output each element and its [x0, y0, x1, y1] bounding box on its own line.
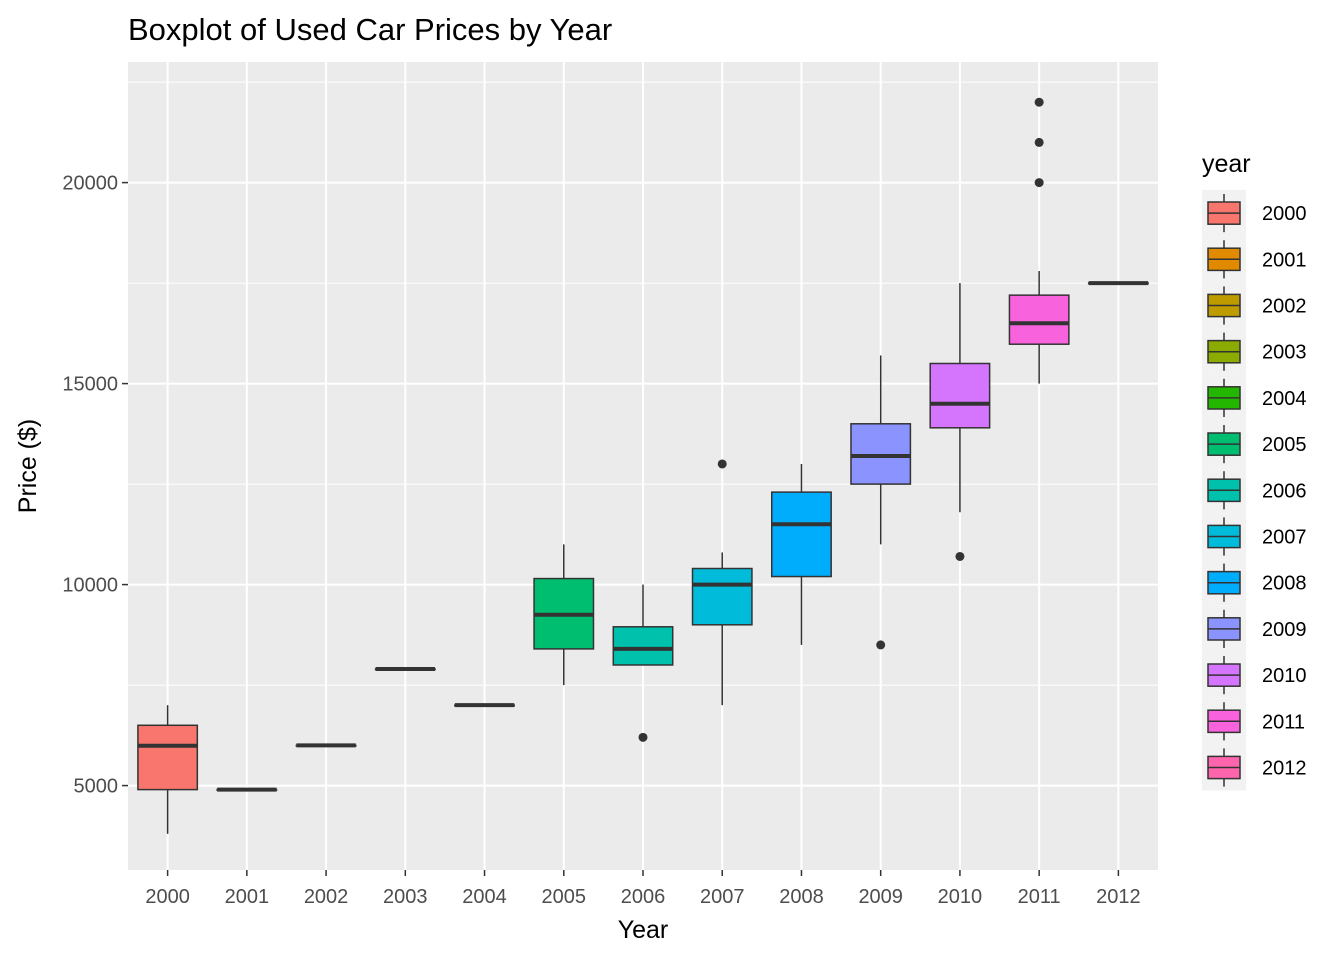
- x-tick-label: 2003: [383, 886, 428, 908]
- legend-label: 2004: [1262, 388, 1307, 410]
- box-2000: [137, 705, 199, 834]
- legend-key-2003: 2003: [1202, 328, 1307, 375]
- box-iqr: [929, 362, 991, 429]
- outlier-point: [1034, 137, 1044, 147]
- legend-title: year: [1202, 150, 1251, 178]
- x-tick-label: 2001: [225, 886, 270, 908]
- y-axis-title: Price ($): [14, 419, 42, 513]
- legend-label: 2006: [1262, 480, 1307, 502]
- x-tick-label: 2002: [304, 886, 349, 908]
- legend-key-2002: 2002: [1202, 282, 1307, 329]
- legend-label: 2003: [1262, 342, 1307, 364]
- y-tick-label: 5000: [74, 776, 119, 798]
- x-tick-label: 2005: [542, 886, 587, 908]
- grid-major: [128, 62, 1158, 870]
- x-tick-label: 2009: [858, 886, 903, 908]
- legend-key-2009: 2009: [1202, 605, 1307, 652]
- x-axis-title: Year: [618, 916, 669, 944]
- x-tick-label: 2000: [145, 886, 190, 908]
- outlier-point: [876, 640, 886, 650]
- legend-key-2006: 2006: [1202, 467, 1307, 514]
- boxes: [137, 97, 1149, 834]
- box-2007: [691, 459, 753, 706]
- legend-key-2005: 2005: [1202, 421, 1307, 468]
- box-iqr: [850, 423, 912, 485]
- y-axis-ticks: 5000 10000 15000 20000: [62, 173, 128, 798]
- box-2001: [216, 787, 278, 792]
- legend-label: 2005: [1262, 434, 1307, 456]
- y-tick-label: 15000: [62, 374, 118, 396]
- box-2004: [454, 703, 516, 708]
- legend-label: 2012: [1262, 758, 1307, 780]
- box-2005: [533, 544, 595, 686]
- legend-label: 2011: [1262, 711, 1305, 733]
- box-iqr: [612, 626, 674, 666]
- y-tick-label: 10000: [62, 575, 118, 597]
- chart-title: Boxplot of Used Car Prices by Year: [128, 12, 612, 47]
- box-2003: [374, 667, 436, 672]
- legend-key-2007: 2007: [1202, 513, 1307, 560]
- outlier-point: [1034, 178, 1044, 188]
- outlier-point: [717, 459, 727, 469]
- box-iqr: [1008, 294, 1070, 345]
- legend-label: 2001: [1262, 249, 1307, 271]
- y-tick-label: 20000: [62, 173, 118, 195]
- legend-key-2008: 2008: [1202, 559, 1307, 606]
- outlier-point: [1034, 97, 1044, 107]
- x-tick-label: 2008: [779, 886, 824, 908]
- outlier-point: [955, 551, 965, 561]
- box-iqr: [771, 491, 832, 578]
- box-2006: [612, 584, 674, 742]
- box-2012: [1087, 281, 1149, 286]
- legend-key-2001: 2001: [1202, 236, 1307, 283]
- legend-key-2012: 2012: [1202, 744, 1307, 791]
- x-tick-label: 2011: [1018, 886, 1061, 908]
- box-2008: [771, 463, 832, 645]
- outlier-point: [638, 732, 648, 742]
- box-2010: [929, 283, 991, 561]
- legend-key-2010: 2010: [1202, 652, 1307, 699]
- legend-label: 2008: [1262, 573, 1307, 595]
- legend-key-2011: 2011: [1202, 698, 1305, 745]
- box-2011: [1008, 97, 1070, 384]
- legend-label: 2010: [1262, 665, 1307, 687]
- x-tick-label: 2006: [621, 886, 666, 908]
- x-tick-label: 2010: [938, 886, 983, 908]
- box-2002: [295, 743, 357, 748]
- legend-label: 2002: [1262, 296, 1307, 318]
- legend-label: 2007: [1262, 527, 1307, 549]
- legend: year 2000 2001 2002 2003 2004 2005 2006 2007 200…: [1202, 150, 1307, 791]
- x-tick-label: 2004: [462, 886, 507, 908]
- x-tick-label: 2012: [1096, 886, 1141, 908]
- legend-key-2000: 2000: [1202, 190, 1307, 237]
- box-iqr: [137, 724, 199, 791]
- x-axis-ticks: 2000 2001 2002 2003 2004 2005 2006 2007 2008 2009…: [145, 870, 1141, 908]
- legend-key-2004: 2004: [1202, 374, 1307, 421]
- box-iqr: [691, 567, 753, 626]
- box-2009: [850, 355, 912, 650]
- x-tick-label: 2007: [700, 886, 745, 908]
- legend-label: 2009: [1262, 619, 1307, 641]
- legend-label: 2000: [1262, 203, 1307, 225]
